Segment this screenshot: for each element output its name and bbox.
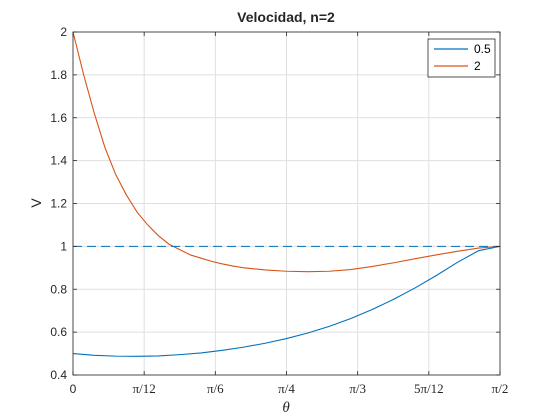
x-tick-label: π/6 — [207, 381, 224, 396]
y-tick-label: 2 — [60, 25, 67, 39]
x-axis-label: θ — [282, 400, 290, 416]
y-axis-label: V — [28, 198, 44, 208]
series-line-0-5 — [72, 245, 501, 357]
x-tick-label: 5π/12 — [414, 381, 444, 396]
legend-box — [427, 38, 496, 78]
x-tick-label: π/4 — [278, 381, 295, 396]
legend-label: 0.5 — [474, 42, 491, 56]
legend-label: 2 — [474, 59, 481, 73]
legend: 0.52 — [427, 38, 496, 78]
y-tick-label: 1 — [60, 239, 67, 253]
y-tick-label: 1.2 — [50, 197, 67, 211]
y-tick-label: 0.6 — [50, 325, 67, 339]
tick-layer: 0 π/12 π/6 π/4 π/3 5π/12 π/2 0.4 0.6 0.8 1 1.2 1.4 1.… — [50, 25, 508, 396]
y-tick-label: 0.8 — [50, 282, 67, 296]
x-tick-label: π/3 — [349, 381, 366, 396]
x-tick-label: π/2 — [492, 381, 509, 396]
y-tick-label: 1.8 — [50, 68, 67, 82]
series-line-2 — [72, 31, 501, 273]
series-layer — [72, 31, 501, 357]
y-tick-label: 1.4 — [50, 154, 67, 168]
x-tick-label: 0 — [70, 382, 77, 396]
x-tick-label: π/12 — [133, 381, 156, 396]
y-tick-label: 1.6 — [50, 111, 67, 125]
chart-title: Velocidad, n=2 — [237, 9, 335, 25]
y-tick-label: 0.4 — [50, 368, 67, 382]
